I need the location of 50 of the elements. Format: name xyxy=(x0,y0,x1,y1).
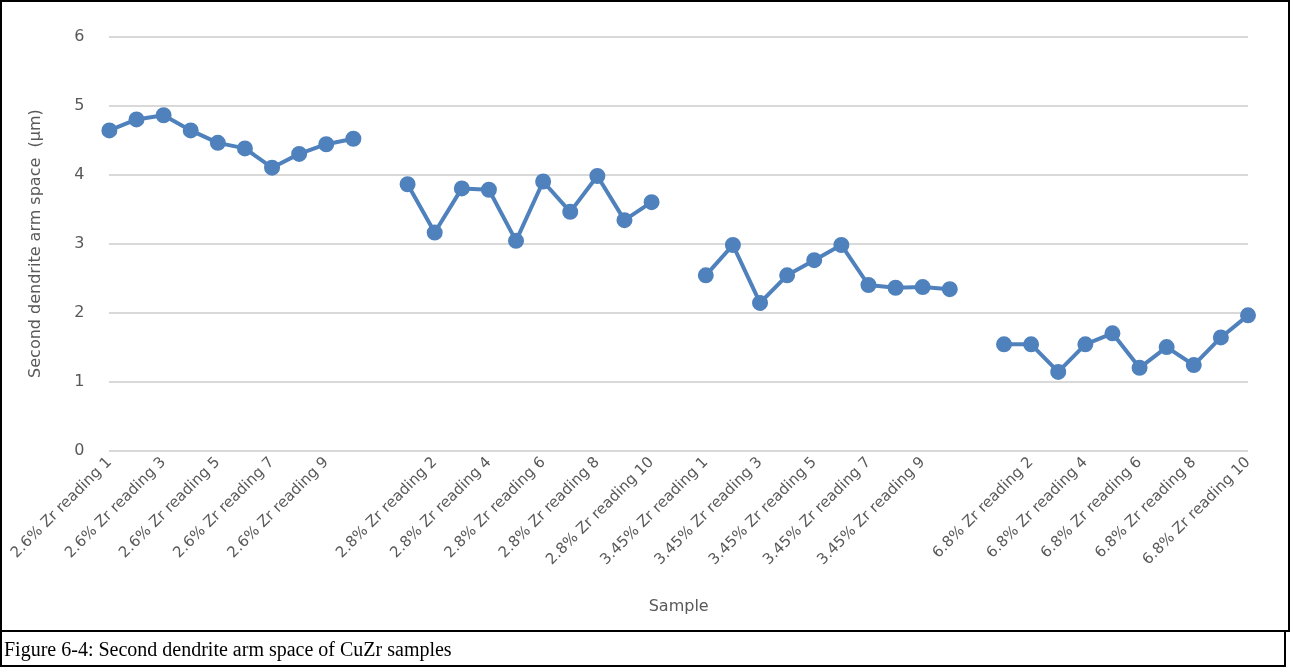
point xyxy=(589,167,606,184)
point xyxy=(1104,325,1121,342)
point xyxy=(779,267,796,284)
point xyxy=(697,267,714,284)
caption: Figure 6-4: Second dendrite arm space of CuZr samples xyxy=(0,632,1286,667)
point xyxy=(1185,357,1202,374)
point xyxy=(1212,329,1229,346)
y-tick-label: 6 xyxy=(74,25,85,45)
point xyxy=(453,180,470,197)
point xyxy=(291,145,308,162)
point xyxy=(101,122,118,139)
y-tick-label: 5 xyxy=(74,94,85,114)
point xyxy=(1131,359,1148,376)
point xyxy=(941,281,958,298)
point xyxy=(643,194,660,211)
point xyxy=(1240,307,1256,324)
point xyxy=(345,130,362,147)
point xyxy=(887,279,904,296)
point xyxy=(1050,363,1067,380)
y-tick-label: 4 xyxy=(74,163,85,183)
x-axis-title: Sample xyxy=(648,595,709,615)
point xyxy=(752,294,769,311)
point xyxy=(1077,336,1094,353)
point xyxy=(426,224,443,241)
point xyxy=(1158,339,1175,356)
y-tick-label: 2 xyxy=(74,301,85,321)
point xyxy=(128,111,145,128)
point xyxy=(1023,336,1040,353)
point xyxy=(480,181,497,198)
point xyxy=(914,279,931,296)
point xyxy=(724,236,741,253)
point xyxy=(264,159,281,176)
point xyxy=(508,232,525,249)
point xyxy=(806,252,823,269)
point xyxy=(860,277,877,293)
point xyxy=(318,136,335,153)
point xyxy=(833,236,850,253)
point xyxy=(182,122,199,139)
y-tick-label: 1 xyxy=(74,370,85,390)
point xyxy=(535,173,552,190)
y-tick-label: 3 xyxy=(74,232,85,252)
point xyxy=(399,176,416,193)
point xyxy=(616,212,633,229)
point xyxy=(562,203,579,220)
point xyxy=(236,140,253,157)
y-tick-label: 0 xyxy=(74,439,85,459)
point xyxy=(155,107,172,124)
y-axis-title: Second dendrite arm space (µm) xyxy=(24,109,44,378)
point xyxy=(996,336,1013,353)
point xyxy=(209,134,226,151)
